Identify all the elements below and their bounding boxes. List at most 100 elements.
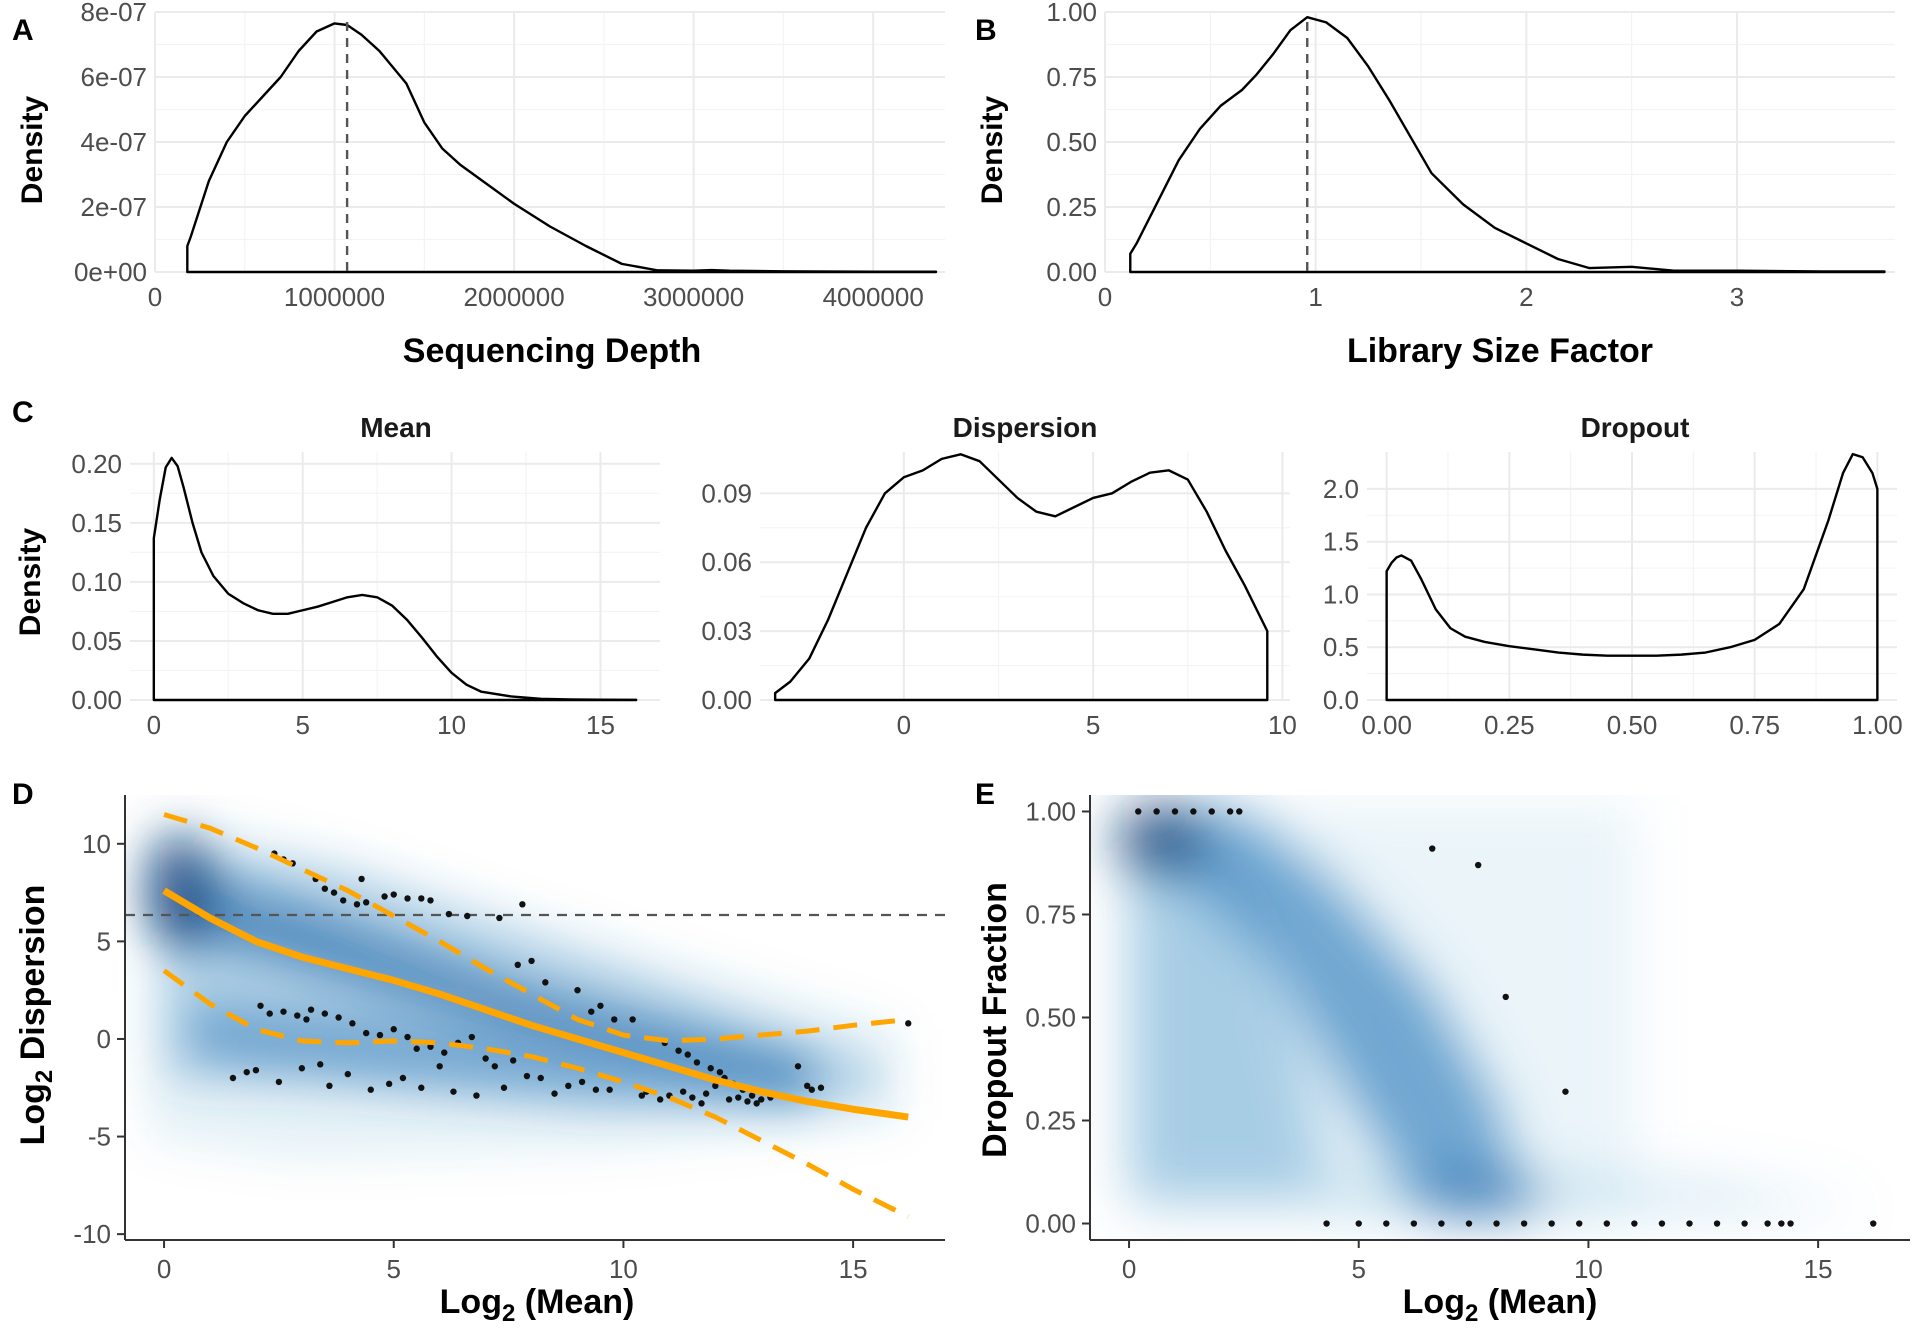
- panel-a-ticks: 0 1000000 2000000 3000000 4000000 0e+00 2e-07 4…: [74, 0, 924, 312]
- panel-c-mean-y-tick-label: 0.20: [71, 449, 122, 479]
- panel-d-point: [500, 1084, 508, 1091]
- panel-d-point: [597, 1002, 604, 1009]
- panel-d-point: [450, 1088, 457, 1095]
- panel-d-marks: [125, 812, 945, 1219]
- panel-a-y-tick-label: 0e+00: [74, 257, 147, 287]
- panel-a-marks: [186, 22, 938, 274]
- panel-a-x-tick-label: 2000000: [463, 282, 564, 312]
- panel-d-point: [367, 1086, 374, 1093]
- panel-c-dropout: 0.00 0.25 0.50 0.75 1.00 0.0 0.5 1.0 1.5 2.0 Drop…: [1323, 412, 1903, 740]
- panel-d-point: [496, 914, 503, 922]
- panel-d-point: [523, 1072, 531, 1080]
- panel-d-point: [693, 1059, 701, 1066]
- panel-d-point: [725, 1096, 733, 1103]
- panel-c-dispersion-x-tick-label: 5: [1086, 710, 1100, 740]
- panel-e-y-tick-label: 0.00: [1025, 1209, 1076, 1239]
- panel-d-point: [441, 1049, 448, 1056]
- panel-e-point: [1658, 1220, 1666, 1227]
- panel-d-point: [611, 1016, 618, 1023]
- panel-e-point: [1741, 1220, 1748, 1227]
- panel-d-trend-line: [162, 887, 909, 1121]
- panel-d-point: [294, 1012, 301, 1019]
- panel-a-y-tick-label: 6e-07: [81, 62, 148, 92]
- panel-d-point: [376, 1031, 384, 1039]
- panel-e-point: [1576, 1220, 1583, 1227]
- panel-c-dispersion-x-tick-label: 0: [897, 710, 911, 740]
- panel-c-dropout-x-tick-label: 1.00: [1852, 710, 1903, 740]
- panel-d-point: [473, 1092, 480, 1099]
- panel-e-density-diagonal: [1150, 810, 1520, 1210]
- panel-c-dropout-x-tick-label: 0.00: [1361, 710, 1412, 740]
- panel-d-upper-band-line: [163, 812, 909, 1044]
- panel-c-dropout-y-tick-label: 0.0: [1323, 685, 1359, 715]
- panel-d-point: [229, 1074, 237, 1082]
- panel-e-point: [1631, 1220, 1638, 1227]
- panel-d-point: [252, 1067, 260, 1074]
- panel-e-point: [1171, 808, 1179, 815]
- panel-d-point: [794, 1063, 802, 1070]
- panel-d-point: [298, 1065, 306, 1072]
- panel-c-label: C: [12, 396, 34, 429]
- panel-d-point: [418, 895, 425, 902]
- panel-d-point: [588, 1008, 595, 1015]
- panel-d-xlabel-rest: (Mean): [515, 1283, 634, 1321]
- panel-c-dropout-y-tick-label: 1.5: [1323, 527, 1359, 557]
- panel-e-point: [1429, 845, 1436, 852]
- panel-a-y-tick-label: 2e-07: [81, 192, 148, 222]
- panel-d-point: [335, 1014, 342, 1021]
- panel-e-point: [1603, 1220, 1611, 1227]
- panel-e-point: [1208, 808, 1215, 815]
- panel-e-point: [1226, 808, 1234, 815]
- panel-d-point: [716, 1068, 724, 1076]
- panel-e-point: [1323, 1220, 1330, 1227]
- panel-d-point: [817, 1084, 825, 1091]
- panel-d-point: [803, 1082, 811, 1090]
- panel-d-point: [905, 1020, 912, 1027]
- panel-d-point: [808, 1086, 815, 1093]
- panel-e-xlabel-rest: (Mean): [1478, 1283, 1597, 1321]
- panel-d-x-tick-label: 15: [839, 1254, 868, 1284]
- panel-c-dispersion: 0 5 10 0.00 0.03 0.06 0.09 Dispersion: [701, 412, 1296, 740]
- panel-d-point: [349, 1020, 356, 1027]
- panel-b-x-tick-label: 2: [1519, 282, 1533, 312]
- panel-d-point: [528, 957, 535, 965]
- panel-d-point: [629, 1016, 636, 1023]
- panel-d-point: [514, 961, 521, 968]
- panel-e-point: [1465, 1220, 1473, 1227]
- panel-c-mean-ticks: 0 5 10 15 0.00 0.05 0.10 0.15 0.20: [71, 449, 615, 740]
- panel-d-x-tick-label: 10: [609, 1254, 638, 1284]
- panel-d-point: [326, 1082, 333, 1090]
- panel-b-marks: [1129, 16, 1886, 274]
- panel-d-point: [362, 1029, 370, 1037]
- panel-b-x-tick-label: 3: [1730, 282, 1744, 312]
- panel-c-dropout-density-curve: [1385, 452, 1879, 702]
- panel-d-point: [330, 889, 338, 896]
- panel-c-ylabel: Density: [14, 528, 47, 637]
- panel-d-point: [340, 897, 347, 904]
- panel-c-dispersion-y-tick-label: 0.00: [701, 685, 752, 715]
- panel-a-xlabel: Sequencing Depth: [403, 332, 701, 370]
- panel-e-xlabel: Log2 (Mean): [1403, 1283, 1598, 1327]
- panel-d-point: [321, 885, 329, 892]
- panel-d-point: [321, 1010, 329, 1017]
- panel-c-dispersion-y-tick-label: 0.03: [701, 616, 752, 646]
- panel-d-y-tick-label: -5: [88, 1122, 111, 1152]
- panel-d-y-tick-label: -10: [73, 1219, 111, 1249]
- panel-c-dispersion-ticks: 0 5 10 0.00 0.03 0.06 0.09: [701, 478, 1296, 740]
- panel-a-y-tick-label: 4e-07: [81, 127, 148, 157]
- panel-a-density-curve: [186, 22, 938, 274]
- panel-d-lower-band-line: [162, 968, 910, 1219]
- panel-d-point: [344, 1070, 351, 1078]
- panel-d-point: [404, 1033, 411, 1041]
- panel-e-x-tick-label: 15: [1804, 1254, 1833, 1284]
- panel-e-y-tick-label: 0.25: [1025, 1106, 1076, 1136]
- panel-c-mean-density-curve: [152, 456, 638, 702]
- panel-d-point: [413, 1045, 420, 1052]
- panel-c-dropout-marks: [1385, 452, 1879, 702]
- panel-a-x-tick-label: 0: [148, 282, 162, 312]
- panel-e-point: [1493, 1220, 1500, 1227]
- panel-d-point: [551, 1090, 558, 1097]
- panel-e-marks: [1135, 808, 1877, 1227]
- panel-d-xlabel-sub: 2: [502, 1300, 515, 1327]
- panel-b-x-tick-label: 0: [1098, 282, 1112, 312]
